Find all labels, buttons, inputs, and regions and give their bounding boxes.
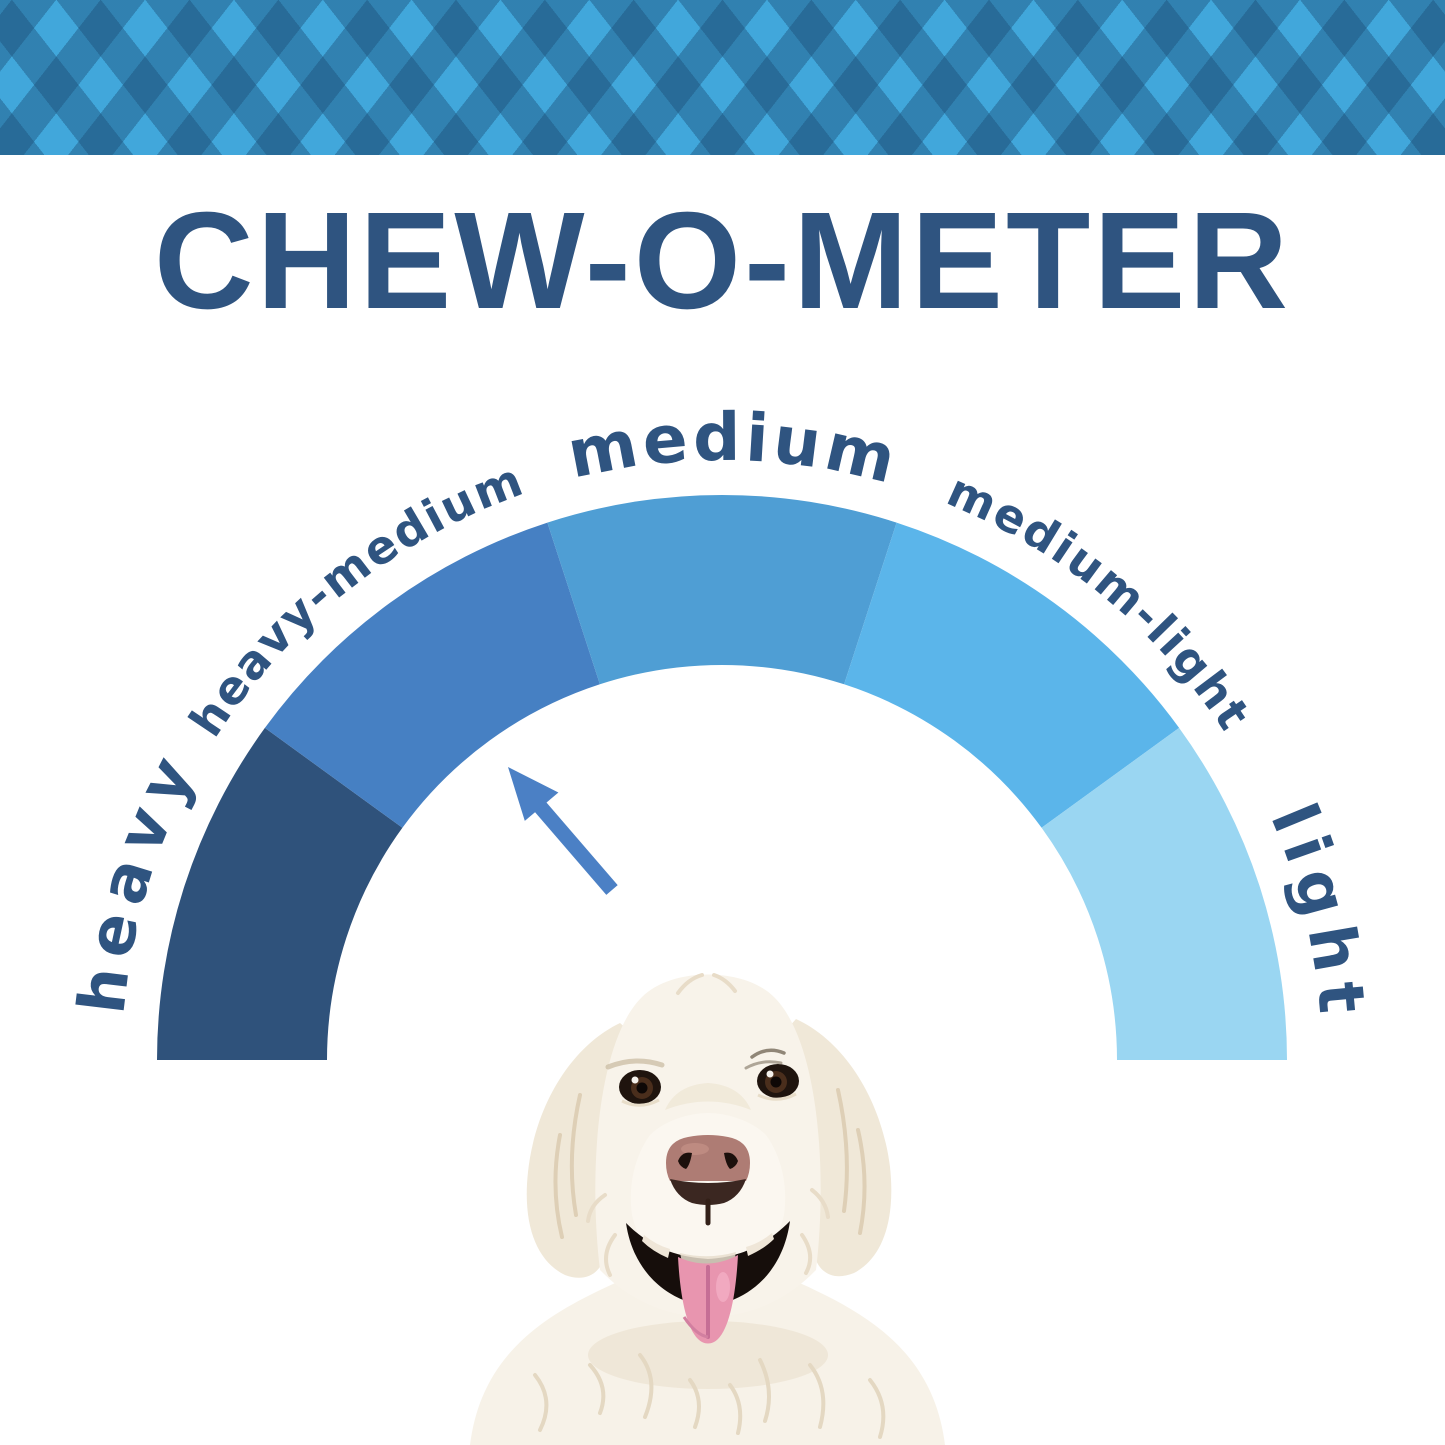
dog-illustration <box>470 973 945 1445</box>
page-title: CHEW-O-METER <box>153 184 1292 338</box>
dog-eye-right <box>744 1048 799 1101</box>
dog-muzzle <box>626 1113 790 1344</box>
dog-nose <box>666 1135 750 1226</box>
gauge-segment-medium <box>547 494 897 685</box>
gauge-label-medium: medium <box>562 399 907 499</box>
dog-body <box>470 1265 945 1445</box>
arrow-shaft <box>531 798 618 895</box>
gauge-segment-light <box>1041 727 1287 1060</box>
dog-eye-left <box>605 1058 665 1107</box>
gingham-banner <box>0 0 1445 155</box>
dog-mouth <box>626 1221 790 1344</box>
gauge-segment-medium-light <box>844 522 1180 828</box>
arrow-head <box>508 767 559 821</box>
gauge-segment-heavy-medium <box>264 522 600 828</box>
gauge-pointer-arrow <box>508 767 618 895</box>
gauge-segment-heavy <box>157 727 403 1060</box>
dog-tongue <box>678 1255 738 1344</box>
dog-eyes <box>605 1048 799 1107</box>
